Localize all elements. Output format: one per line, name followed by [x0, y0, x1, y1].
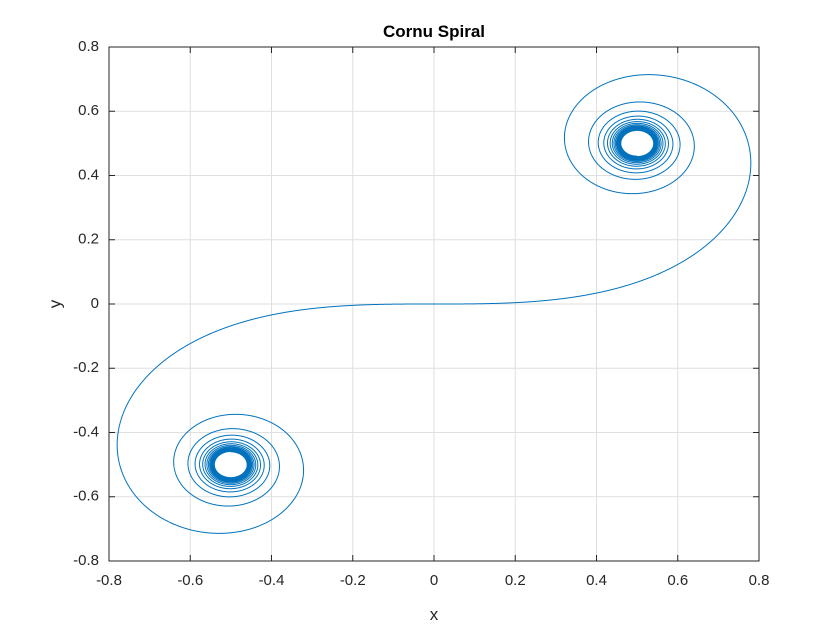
- y-tick-label: -0.2: [73, 359, 99, 376]
- x-tick-label: 0.2: [505, 572, 526, 589]
- y-axis-label: y: [45, 299, 64, 308]
- x-tick-label: 0.6: [667, 572, 688, 589]
- x-tick-label: 0.8: [749, 572, 770, 589]
- y-tick-label: -0.8: [73, 552, 99, 569]
- cornu-spiral-line: [116, 74, 752, 534]
- y-tick-label: -0.6: [73, 488, 99, 505]
- y-tick-label: 0.2: [78, 231, 99, 248]
- chart-title: Cornu Spiral: [383, 22, 485, 41]
- x-tick-label: 0: [430, 572, 438, 589]
- y-tick-label: 0.6: [78, 102, 99, 119]
- grid: [108, 46, 760, 562]
- y-tick-label: 0: [91, 295, 99, 312]
- x-tick-label: -0.4: [259, 572, 285, 589]
- y-tick-label: 0.4: [78, 166, 99, 183]
- x-tick-label: -0.6: [177, 572, 203, 589]
- series-layer: [116, 74, 752, 534]
- x-axis-label: x: [430, 605, 439, 624]
- x-tick-label: -0.8: [96, 572, 122, 589]
- y-tick-label: 0.8: [78, 38, 99, 55]
- ticks: -0.8 -0.6 -0.4 -0.2 0 0.2 0.4 0.6 0.8 -0.8 -0.6 -0.…: [73, 38, 769, 589]
- y-tick-label: -0.4: [73, 423, 99, 440]
- x-tick-label: 0.4: [586, 572, 607, 589]
- x-tick-label: -0.2: [340, 572, 366, 589]
